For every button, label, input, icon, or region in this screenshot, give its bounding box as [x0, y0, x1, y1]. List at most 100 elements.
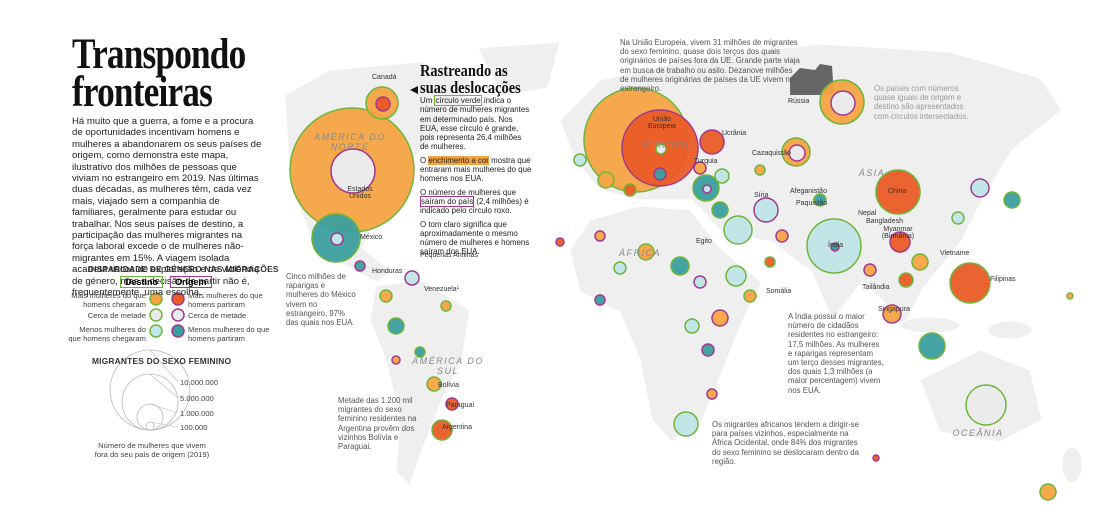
size-tick: 100.000 [180, 423, 208, 432]
text: (2,4 milhões) é indicado pelo círculo ro… [420, 196, 529, 216]
bubble [404, 270, 420, 286]
legend-symbol [171, 308, 185, 322]
legend-symbol [171, 324, 185, 338]
sidebar-body: Um círculo verde indica o número de mulh… [420, 95, 532, 261]
eu-inset-shape [790, 64, 834, 95]
text: O número de mulheres que [420, 187, 517, 197]
legend-symbols [109, 292, 191, 431]
bubble-origin [375, 96, 391, 112]
annotation: Os migrantes africanos tendem a dirigir-… [712, 420, 859, 466]
bubble [1039, 483, 1057, 501]
legend-row: Mais mulheres do que homens chegaram [71, 291, 146, 309]
text: Um [420, 96, 435, 105]
legend-row: Menos mulheres do que homens chegaram [68, 325, 146, 343]
country-label: Vietname [940, 250, 970, 257]
bubbles [289, 79, 1074, 501]
size-tick: 5.000.000 [180, 394, 214, 403]
bubble [1066, 292, 1074, 300]
bubble [764, 256, 776, 268]
country-label: Rússia [788, 98, 810, 105]
text: mostra que entraram mais mulheres do que… [420, 155, 532, 184]
bubble [445, 397, 459, 411]
bubble [673, 411, 699, 437]
sidebar-paragraph: Um círculo verde indica o número de mulh… [420, 95, 532, 152]
country-label: México [360, 234, 383, 241]
legend-row: Menos mulheres do que homens partiram [188, 325, 270, 343]
size-tick: 1.000.000 [180, 409, 214, 418]
bubble [354, 260, 366, 272]
legend-origin: Origem [170, 276, 212, 288]
bubble [699, 129, 725, 155]
highlight: enchimento a cor [428, 155, 489, 165]
legend-destination: Destino [120, 276, 164, 288]
bubble [706, 388, 718, 400]
bubble [714, 168, 730, 184]
bubble [597, 171, 615, 189]
annotation: Cinco milhões de raparigas e mulheres do… [286, 272, 356, 328]
country-label: Ucrânia [722, 130, 747, 137]
bubble [911, 253, 929, 271]
country-label: Somália [766, 288, 792, 295]
region-label: ÁSIA [858, 168, 886, 178]
country-label: Bolívia [438, 382, 460, 389]
sidebar-paragraph: O enchimento a cor mostra que entraram m… [420, 155, 532, 184]
country-label: Índia [828, 242, 844, 249]
country-label: Nepal [858, 210, 877, 217]
bubble [775, 229, 789, 243]
bubble [555, 237, 565, 247]
country-label: Egito [696, 238, 712, 245]
size-circle [145, 421, 155, 431]
text: indica o número de mulheres migrantes em… [420, 96, 530, 152]
annotation: A Índia possui o maior número de cidadão… [788, 312, 884, 395]
bubble [753, 197, 779, 223]
bubble [863, 263, 877, 277]
country-label: China [888, 188, 907, 195]
region-label: EUROPA [642, 140, 690, 150]
bubble-origin [702, 184, 712, 194]
legend-symbol [149, 292, 163, 306]
bubble [918, 332, 946, 360]
text: O [420, 155, 429, 165]
bubble [653, 167, 667, 181]
country-label: Singapura [878, 306, 910, 313]
region-label: OCEÂNIA [952, 428, 1004, 438]
bubble [723, 215, 753, 245]
highlight: círculo verde [434, 95, 482, 106]
bubble [637, 243, 655, 261]
legend-symbol [149, 308, 163, 322]
region-label: AMÉRICA DO NORTE [314, 132, 386, 152]
sidebar-title-line: Rastreando as [420, 61, 508, 80]
size-leader [149, 403, 179, 414]
annotation: Na União Europeia, vivem 31 milhões de m… [620, 38, 800, 94]
title-line: fronteiras [72, 69, 213, 116]
bubble [613, 261, 627, 275]
bubble [754, 164, 766, 176]
legend-symbol [171, 292, 185, 306]
size-leader [149, 349, 179, 383]
size-leader [149, 373, 179, 399]
sidebar-paragraph: O número de mulheres que saíram do país … [420, 188, 532, 216]
country-label: União Europeia [647, 116, 677, 130]
bubble [951, 211, 965, 225]
country-label: Filipinas [990, 276, 1016, 283]
country-label: Paraguai [446, 402, 475, 409]
bubble [970, 178, 990, 198]
size-circle [136, 403, 164, 431]
bubble [872, 454, 880, 462]
legend-row: Cerca de metade [188, 311, 247, 320]
intro: Há muito que a guerra, a fome e a procur… [72, 116, 262, 299]
country-label: Canadá [372, 74, 397, 81]
bubble [594, 230, 606, 242]
highlight: saíram do país [420, 195, 475, 207]
legend-title: DISPARIDADE DE GÉNERO NAS MIGRAÇÕES [88, 264, 279, 274]
bubble-origin [830, 242, 840, 252]
title: Transpondo fronteiras [72, 33, 246, 116]
legend-row: Cerca de metade [87, 311, 146, 320]
bubble [440, 300, 452, 312]
sidebar-title: Rastreando as suas deslocações [420, 62, 521, 96]
country-label: Honduras [372, 268, 403, 275]
bubble [949, 262, 991, 304]
bubble [701, 343, 715, 357]
